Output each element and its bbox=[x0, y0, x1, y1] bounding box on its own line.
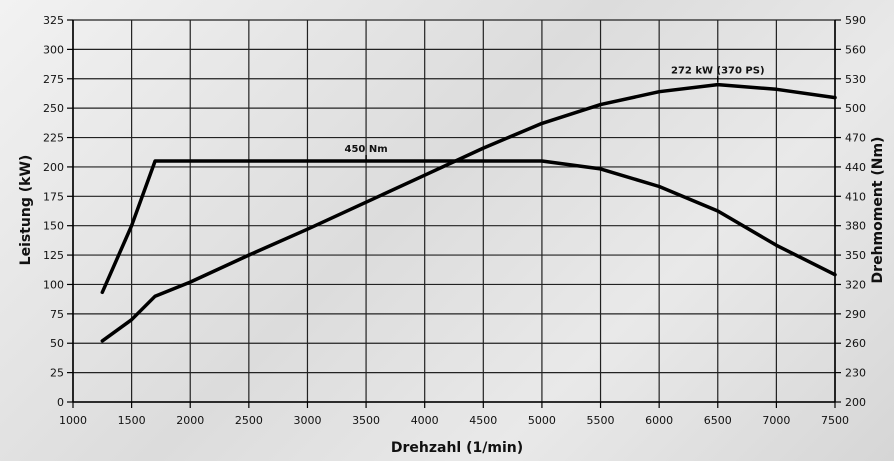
x-tick-label: 7000 bbox=[762, 414, 790, 427]
plot-frame bbox=[72, 20, 836, 403]
power-series-line bbox=[100, 82, 837, 343]
right-tick-label: 440 bbox=[845, 161, 866, 174]
left-tick-label: 200 bbox=[43, 161, 64, 174]
left-tick-label: 100 bbox=[43, 278, 64, 291]
left-tick-label: 250 bbox=[43, 102, 64, 115]
right-tick-label: 260 bbox=[845, 337, 866, 350]
left-tick-label: 0 bbox=[57, 396, 64, 409]
x-axis-title: Drehzahl (1/min) bbox=[391, 440, 523, 456]
right-tick-label: 410 bbox=[845, 190, 866, 203]
right-tick-label: 500 bbox=[845, 102, 866, 115]
right-tick-label: 320 bbox=[845, 278, 866, 291]
right-tick-label: 290 bbox=[845, 308, 866, 321]
left-tick-label: 75 bbox=[50, 308, 64, 321]
right-tick-label: 380 bbox=[845, 220, 866, 233]
x-tick-label: 4000 bbox=[411, 414, 439, 427]
left-tick-label: 150 bbox=[43, 220, 64, 233]
left-tick-labels: 0 25 50 75 100 125 150 175 200 225 250 275 300 325 bbox=[43, 14, 73, 409]
x-tick-label: 3000 bbox=[293, 414, 321, 427]
x-tick-label: 3500 bbox=[352, 414, 380, 427]
right-tick-labels: 200 230 260 290 320 350 380 410 440 470 500 530 560 5… bbox=[835, 14, 866, 409]
x-tick-label: 1500 bbox=[118, 414, 146, 427]
left-tick-label: 50 bbox=[50, 337, 64, 350]
right-tick-label: 200 bbox=[845, 396, 866, 409]
x-tick-label: 2500 bbox=[235, 414, 263, 427]
left-tick-label: 300 bbox=[43, 43, 64, 56]
right-tick-label: 230 bbox=[845, 367, 866, 380]
x-tick-label: 1000 bbox=[59, 414, 87, 427]
x-tick-label: 6500 bbox=[704, 414, 732, 427]
right-tick-label: 470 bbox=[845, 132, 866, 145]
left-tick-label: 25 bbox=[50, 367, 64, 380]
annotation-label: 450 Nm bbox=[344, 144, 387, 155]
left-tick-label: 175 bbox=[43, 190, 64, 203]
right-tick-label: 530 bbox=[845, 73, 866, 86]
x-tick-label: 4500 bbox=[469, 414, 497, 427]
annotations: 450 Nm 272 kW (370 PS) bbox=[344, 65, 765, 162]
left-tick-label: 225 bbox=[43, 132, 64, 145]
annotation-label: 272 kW (370 PS) bbox=[671, 65, 765, 76]
right-tick-label: 560 bbox=[845, 43, 866, 56]
left-tick-label: 275 bbox=[43, 73, 64, 86]
left-axis-title: Leistung (kW) bbox=[18, 155, 34, 266]
torque-series-line bbox=[100, 159, 837, 295]
left-tick-label: 125 bbox=[43, 249, 64, 262]
right-axis-title: Drehmoment (Nm) bbox=[870, 137, 886, 284]
x-tick-label: 5000 bbox=[528, 414, 556, 427]
left-tick-label: 325 bbox=[43, 14, 64, 27]
right-tick-label: 350 bbox=[845, 249, 866, 262]
right-tick-label: 590 bbox=[845, 14, 866, 27]
series-layer bbox=[100, 82, 837, 343]
x-tick-label: 7500 bbox=[821, 414, 849, 427]
x-tick-labels: 1000 1500 2000 2500 3000 3500 4000 4500 5000 5500… bbox=[59, 402, 849, 427]
x-tick-label: 6000 bbox=[645, 414, 673, 427]
x-tick-label: 5500 bbox=[587, 414, 615, 427]
x-tick-label: 2000 bbox=[176, 414, 204, 427]
